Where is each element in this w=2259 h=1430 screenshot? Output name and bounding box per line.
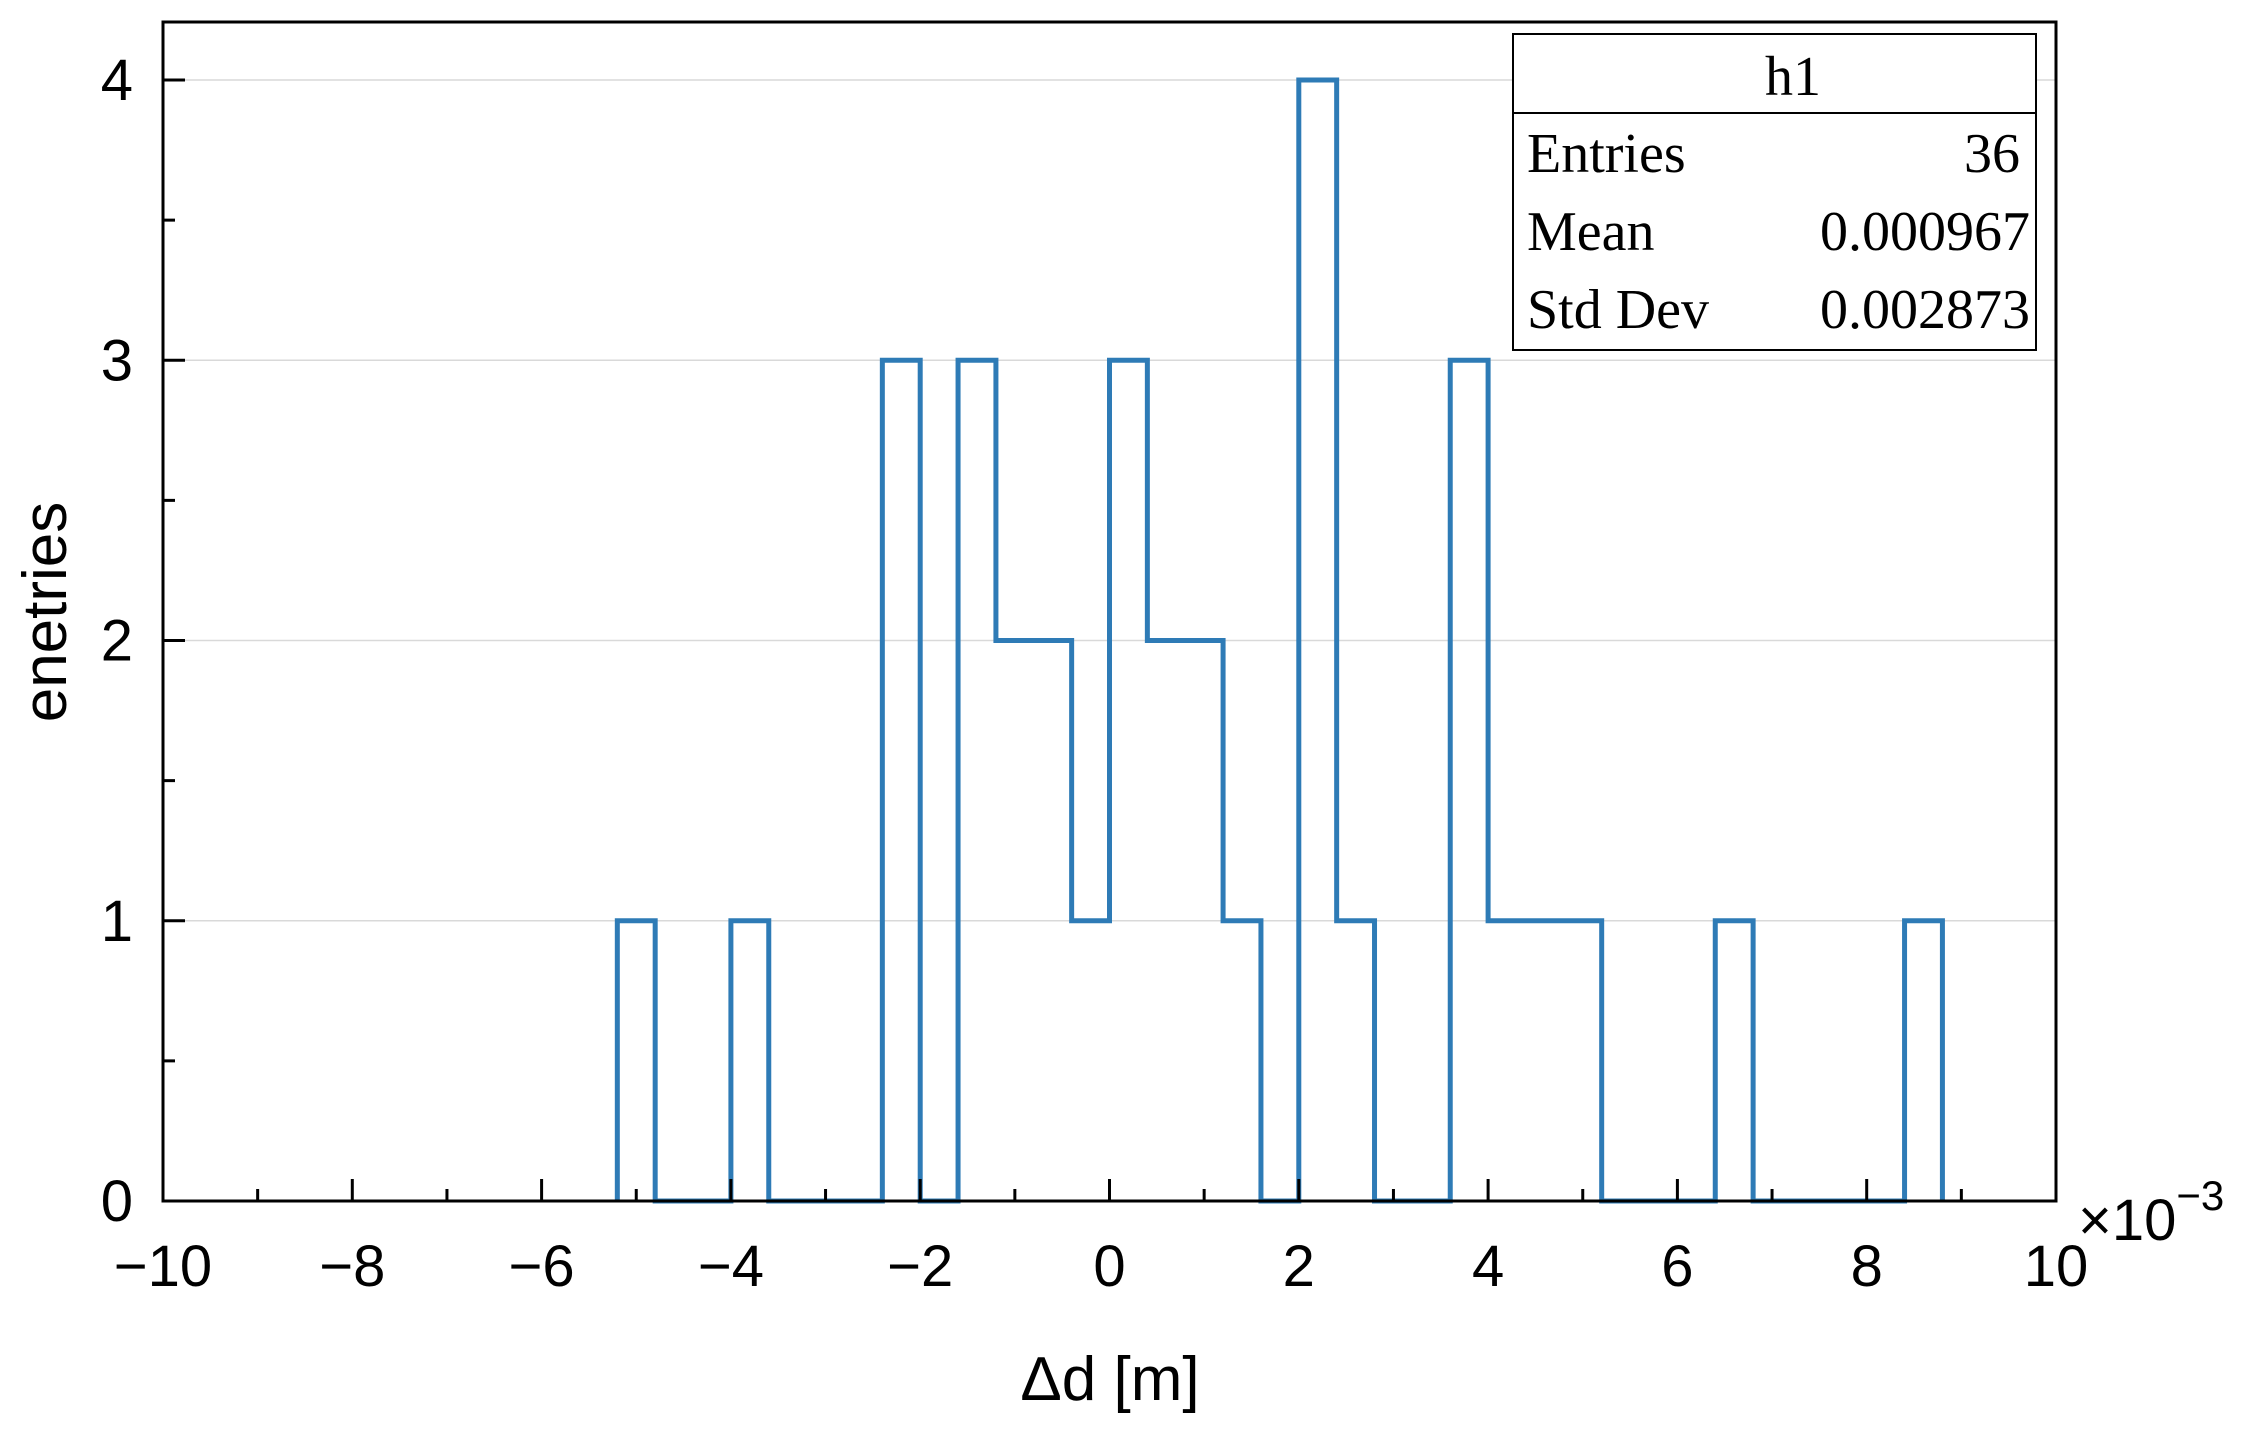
stats-stddev-label: Std Dev (1527, 279, 1709, 341)
stats-mean-value: 0.000967 (1820, 201, 2030, 263)
y-tick-label: 2 (101, 609, 133, 674)
x-axis: −10 −8 −6 −4 −2 0 2 4 6 8 10 (114, 1179, 2088, 1299)
histogram-bin (958, 360, 996, 1201)
histogram-bin (1488, 921, 1602, 1201)
histogram-bin (731, 921, 769, 1201)
stats-box-title: h1 (1765, 46, 1821, 108)
x-multiplier-exponent: −3 (2176, 1172, 2224, 1219)
stats-box: h1 Entries 36 Mean 0.000967 Std Dev 0.00… (1512, 33, 2037, 351)
x-tick-label: −2 (887, 1234, 953, 1299)
y-tick-label: 3 (101, 328, 133, 393)
x-tick-label: −4 (698, 1234, 764, 1299)
y-axis-title: enetries (11, 502, 80, 723)
histogram-bin (1110, 360, 1148, 1201)
x-tick-label: 0 (1093, 1234, 1125, 1299)
stats-entries-value: 36 (1964, 123, 2020, 185)
x-axis-title: Δd [m] (1020, 1345, 1199, 1414)
histogram-bin (1905, 921, 1943, 1201)
x-tick-label: −8 (319, 1234, 385, 1299)
stats-mean-label: Mean (1527, 201, 1655, 263)
x-multiplier-label: ×10−3 (2078, 1172, 2224, 1253)
stats-stddev-value: 0.002873 (1820, 279, 2030, 341)
histogram-bin (1337, 921, 1375, 1201)
x-tick-label: 2 (1283, 1234, 1315, 1299)
y-tick-label: 0 (101, 1169, 133, 1234)
stats-box-frame (1512, 33, 2037, 351)
x-tick-label: 10 (2024, 1234, 2089, 1299)
histogram-bin (1072, 921, 1110, 1201)
histogram-bin (882, 360, 920, 1201)
x-tick-label: −6 (509, 1234, 575, 1299)
y-tick-label: 1 (101, 889, 133, 954)
stats-entries-label: Entries (1527, 123, 1686, 185)
histogram-bin (1715, 921, 1753, 1201)
y-axis: 0 1 2 3 4 (101, 48, 185, 1234)
x-tick-label: 8 (1851, 1234, 1883, 1299)
histogram-bin (1223, 921, 1261, 1201)
x-tick-label: 4 (1472, 1234, 1504, 1299)
histogram-bin (617, 921, 655, 1201)
y-tick-label: 4 (101, 48, 133, 113)
x-tick-label: −10 (114, 1234, 212, 1299)
x-tick-label: 6 (1661, 1234, 1693, 1299)
histogram-bin (1450, 360, 1488, 1201)
